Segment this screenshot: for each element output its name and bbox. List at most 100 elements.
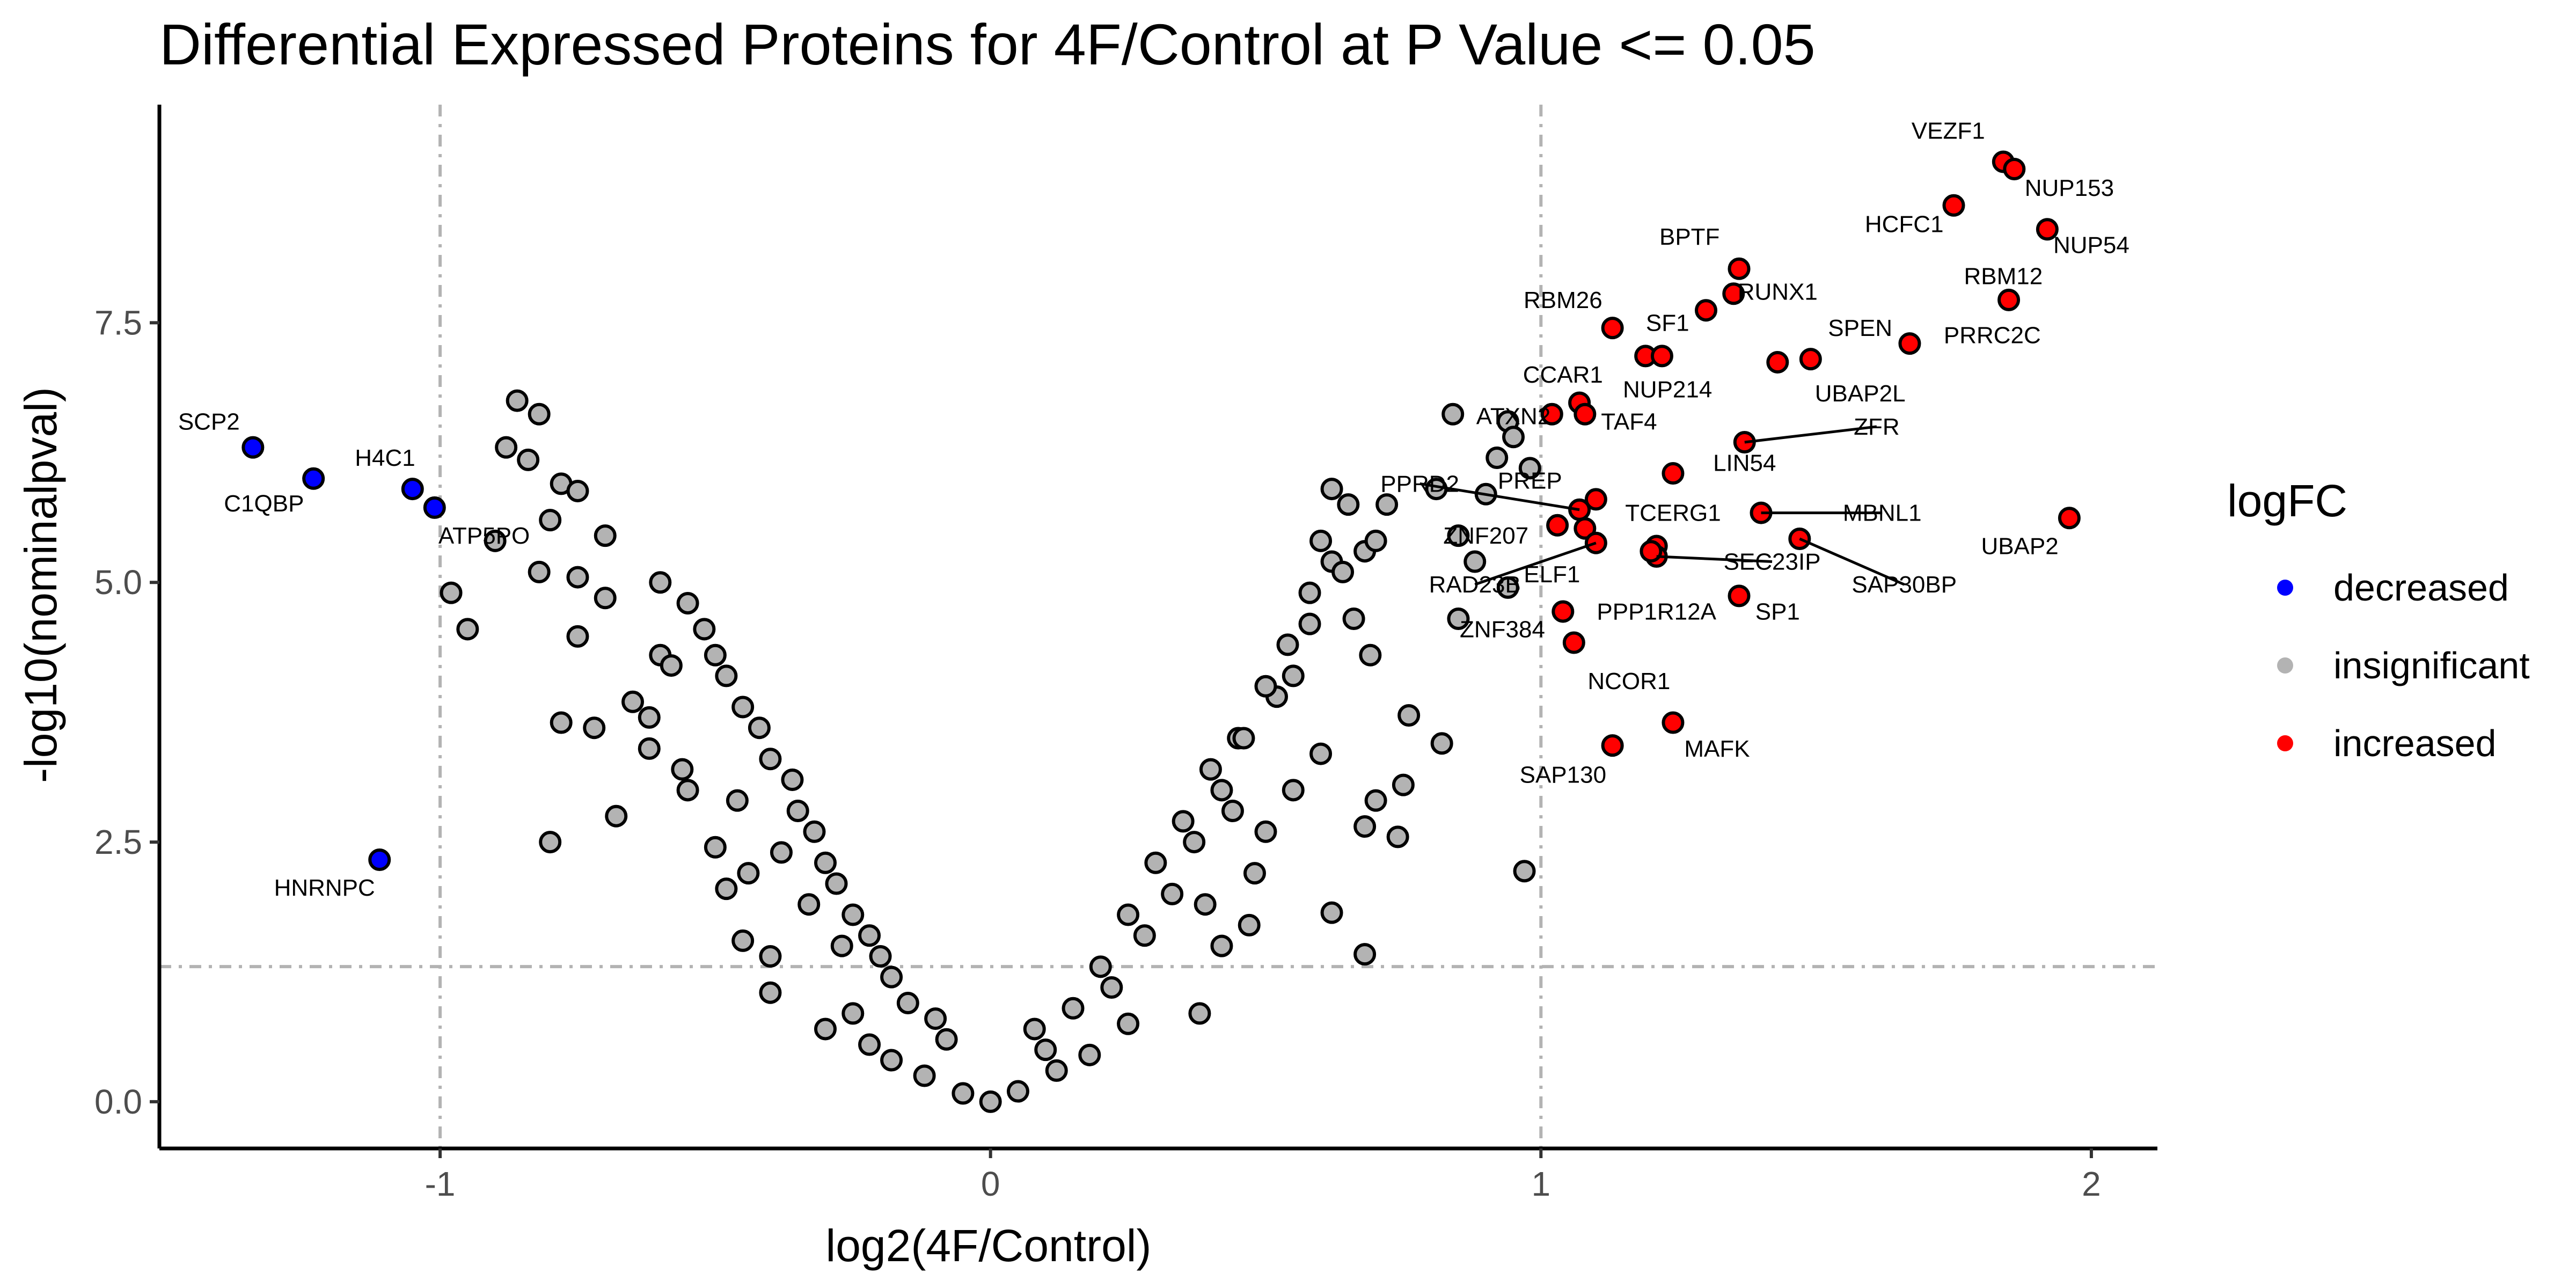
data-point	[1552, 600, 1575, 623]
data-point	[841, 903, 865, 926]
data-point	[495, 436, 518, 459]
data-point	[1254, 675, 1277, 698]
data-point	[1133, 924, 1156, 947]
data-point	[423, 496, 446, 519]
data-point	[1898, 332, 1921, 355]
data-point	[1353, 943, 1377, 966]
data-point	[1188, 1002, 1211, 1025]
data-point	[1392, 773, 1415, 796]
data-point	[770, 841, 793, 864]
x-tick-label: 2	[2082, 1165, 2101, 1203]
data-point	[979, 1090, 1002, 1113]
point-label: SAP30BP	[1851, 572, 1957, 598]
data-point	[1023, 1018, 1046, 1041]
data-point	[1662, 462, 1685, 485]
point-label: RBM12	[1964, 263, 2043, 289]
data-point	[1386, 825, 1409, 848]
data-point	[676, 779, 699, 802]
point-label: BPTF	[1659, 224, 1719, 250]
legend-label: decreased	[2333, 567, 2509, 609]
legend-title: logFC	[2227, 475, 2347, 526]
data-point	[748, 716, 771, 740]
point-labels-layer: SCP2 C1QBP H4C1 ATP5PO HNRNPC VEZF1 NUP153 HCFC…	[178, 118, 2129, 901]
data-point	[1342, 607, 1365, 630]
data-point	[594, 524, 617, 547]
y-tick-label: 7.5	[94, 303, 142, 342]
data-point	[621, 690, 645, 713]
point-label: ZNF207	[1443, 523, 1528, 549]
data-point	[1309, 742, 1333, 765]
data-point	[786, 800, 809, 823]
data-point	[605, 804, 628, 828]
data-point	[2036, 218, 2059, 241]
data-point	[693, 618, 716, 641]
point-label: ATP5PO	[438, 523, 530, 549]
point-label: ATXN2	[1476, 404, 1551, 430]
point-label: SEC23IP	[1724, 549, 1821, 575]
data-point	[1662, 711, 1685, 734]
label-connector	[1744, 425, 1877, 444]
data-point	[1650, 345, 1673, 368]
data-point	[1601, 734, 1624, 757]
data-point	[1006, 1080, 1029, 1103]
data-point	[2003, 157, 2026, 180]
point-label: LIN54	[1713, 450, 1776, 477]
data-point	[704, 836, 727, 859]
point-label: NUP214	[1623, 376, 1712, 402]
data-point	[1161, 882, 1184, 905]
legend-key	[2277, 657, 2293, 674]
point-label: MBNL1	[1843, 500, 1922, 526]
data-point	[1078, 1043, 1101, 1066]
data-point	[1601, 317, 1624, 340]
data-point	[2058, 507, 2081, 530]
data-point	[1997, 288, 2021, 311]
threshold-lines	[159, 105, 2157, 1148]
data-point	[1364, 529, 1387, 552]
data-point	[566, 566, 589, 589]
data-point	[1441, 402, 1465, 426]
label-connector	[1474, 541, 1597, 586]
data-point	[1210, 934, 1233, 957]
data-point	[1496, 576, 1519, 599]
data-point	[841, 1002, 865, 1025]
data-point	[1194, 893, 1217, 916]
data-point	[731, 696, 755, 719]
data-point	[913, 1064, 936, 1087]
data-point	[676, 591, 699, 614]
data-point	[1117, 1012, 1140, 1035]
data-point	[1210, 779, 1233, 802]
data-point	[1574, 517, 1597, 540]
data-point	[401, 478, 424, 501]
point-label: SCP2	[178, 408, 240, 435]
data-point	[1238, 913, 1261, 936]
data-point	[781, 768, 804, 791]
data-point	[759, 945, 782, 968]
data-point	[1640, 540, 1663, 563]
data-point	[1540, 402, 1563, 426]
data-point	[539, 509, 562, 532]
point-label: PPRD2	[1380, 471, 1459, 497]
data-point	[456, 618, 479, 641]
point-label: ZFR	[1854, 414, 1900, 440]
point-label: VEZF1	[1912, 118, 1985, 144]
data-point	[1513, 860, 1536, 883]
data-point	[1502, 426, 1525, 449]
x-tick-label: 1	[1532, 1165, 1551, 1203]
y-axis-title: -log10(nominalpval)	[16, 387, 66, 783]
data-point	[1320, 478, 1343, 501]
data-point	[1485, 447, 1509, 470]
data-point	[737, 862, 760, 885]
data-point	[731, 929, 755, 952]
data-point	[830, 934, 853, 957]
point-label: TCERG1	[1625, 500, 1721, 526]
point-label: SP1	[1755, 598, 1800, 625]
y-tick-label: 2.5	[94, 823, 142, 861]
data-point	[506, 389, 529, 412]
point-label: PREP	[1498, 468, 1562, 494]
label-connector	[1799, 537, 1905, 586]
point-label: SAP130	[1520, 762, 1606, 788]
data-point	[671, 758, 694, 781]
data-point	[1722, 282, 1745, 305]
points-layer	[241, 150, 2081, 1113]
data-point	[1728, 584, 1751, 608]
